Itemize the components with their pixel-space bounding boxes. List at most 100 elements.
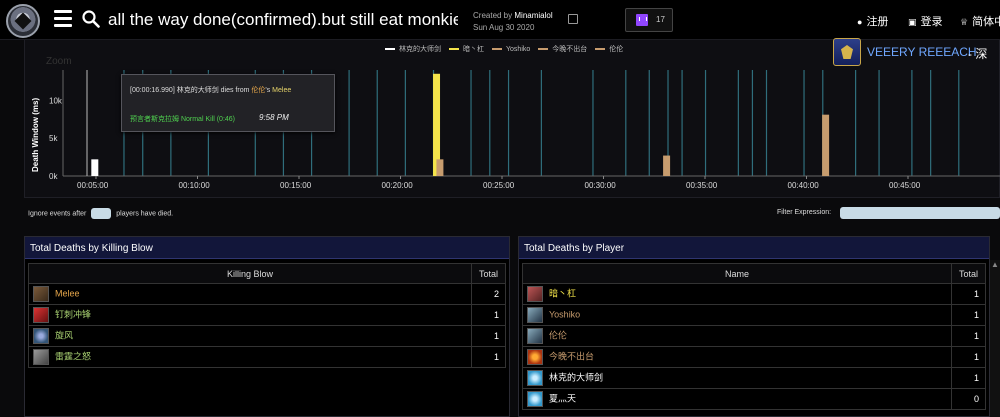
col-total[interactable]: Total: [471, 263, 506, 284]
player-row[interactable]: 暗丶杠 1: [522, 283, 986, 305]
search-icon[interactable]: [82, 10, 100, 28]
row-name-cell[interactable]: 今晚不出台: [522, 346, 952, 368]
report-title-search[interactable]: all the way done(confirmed).but still ea…: [108, 10, 458, 29]
created-by-user[interactable]: Minamialol: [514, 11, 553, 20]
row-total: 1: [951, 283, 986, 305]
y-tick-label: 0k: [49, 172, 58, 181]
player-row[interactable]: 今晚不出台 1: [522, 346, 986, 368]
ignore-events-row: Ignore events after players have died.: [28, 208, 173, 219]
row-total: 1: [471, 304, 506, 326]
row-name[interactable]: 旋风: [55, 330, 74, 341]
player-row[interactable]: 林克的大师剑 1: [522, 367, 986, 389]
twitch-button[interactable]: 17: [625, 8, 673, 32]
player-row[interactable]: 夏灬天 0: [522, 388, 986, 410]
killing-blow-panel: Total Deaths by Killing Blow Killing Blo…: [24, 236, 510, 417]
killing-blow-row[interactable]: 旋风 1: [28, 325, 506, 347]
filter-expression-label: Filter Expression:: [777, 209, 832, 216]
row-total: 1: [951, 346, 986, 368]
chart-canvas[interactable]: 0k 5k 10k Death Window (ms) 00:05:00 00:10:00…: [25, 40, 1000, 198]
legend-item[interactable]: 林克的大师剑: [385, 44, 441, 54]
row-name-cell[interactable]: 伦伦: [522, 325, 952, 347]
chart-legend: 林克的大师剑 暗丶杠 Yoshiko 今晚不出台 伦伦: [385, 44, 631, 54]
row-name-cell[interactable]: 夏灬天: [522, 388, 952, 410]
row-total: 1: [951, 367, 986, 389]
register-link[interactable]: ● 注册: [857, 13, 888, 29]
scroll-up-icon[interactable]: ▲: [991, 260, 999, 269]
x-tick-label: 00:30:00: [585, 181, 617, 190]
death-bar: [91, 159, 99, 176]
col-name[interactable]: Name: [522, 263, 952, 284]
row-name[interactable]: 暗丶杠: [549, 288, 577, 299]
melee-icon: [33, 286, 49, 302]
created-by-label: Created by: [473, 11, 513, 20]
row-name-cell[interactable]: 林克的大师剑: [522, 367, 952, 389]
x-tick-label: 00:45:00: [889, 181, 921, 190]
copy-link-icon[interactable]: [568, 14, 578, 24]
created-info: Created by Minamialol Sun Aug 30 2020: [473, 10, 553, 34]
legend-item[interactable]: 伦伦: [595, 44, 623, 54]
legend-item[interactable]: 暗丶杠: [449, 44, 484, 54]
tooltip-prefix: [00:00:16.990] 林克的大师剑 dies from: [130, 87, 252, 94]
death-bar: [433, 73, 441, 176]
login-icon: ▣: [908, 17, 917, 27]
player-deaths-panel-title: Total Deaths by Player: [519, 237, 989, 259]
row-name[interactable]: 夏灬天: [549, 393, 577, 404]
legend-label: 暗丶杠: [463, 46, 484, 53]
ignore-suffix: players have died.: [116, 210, 174, 218]
row-name[interactable]: 雷霆之怒: [55, 351, 92, 362]
row-name[interactable]: 今晚不出台: [549, 351, 595, 362]
killing-blow-row[interactable]: Melee 2: [28, 283, 506, 305]
x-tick-label: 00:20:00: [382, 181, 414, 190]
tooltip-fight: 预言者斯克拉姆 Normal Kill (0:46): [130, 116, 236, 123]
row-name-cell[interactable]: Yoshiko: [522, 304, 952, 326]
frost-icon: [527, 370, 543, 386]
zoom-label[interactable]: Zoom: [46, 56, 72, 67]
legend-swatch: [595, 48, 606, 51]
death-bar: [663, 155, 671, 176]
page-scrollbar[interactable]: ▲: [990, 260, 1000, 417]
row-name-cell[interactable]: Melee: [28, 283, 472, 305]
player-row[interactable]: Yoshiko 1: [522, 304, 986, 326]
twitch-count: 17: [656, 15, 665, 24]
login-label: 登录: [920, 16, 943, 28]
death-bar: [822, 114, 830, 176]
player-deaths-panel: Total Deaths by Player Name Total 暗丶杠 1 Yo…: [518, 236, 990, 417]
col-total[interactable]: Total: [951, 263, 986, 284]
translate-icon: ♕: [960, 17, 969, 27]
killing-blow-row[interactable]: 钉刺冲锋 1: [28, 304, 506, 326]
language-selector[interactable]: ♕ 简体中: [960, 13, 1000, 29]
killing-blow-row[interactable]: 雷霆之怒 1: [28, 346, 506, 368]
legend-swatch: [385, 48, 395, 51]
boss-icon: [833, 38, 861, 66]
frost-icon: [527, 391, 543, 407]
row-name[interactable]: 伦伦: [549, 330, 568, 341]
row-name[interactable]: Yoshiko: [549, 309, 581, 320]
player-row[interactable]: 伦伦 1: [522, 325, 986, 347]
legend-item[interactable]: 今晚不出台: [538, 44, 587, 54]
boss-name[interactable]: VEEERY REEEACH: [867, 45, 977, 59]
filter-expression-input[interactable]: [840, 207, 1000, 219]
y-tick-label: 10k: [49, 96, 63, 105]
created-date: Sun Aug 30 2020: [473, 23, 535, 32]
login-link[interactable]: ▣ 登录: [908, 13, 943, 29]
row-name-cell[interactable]: 暗丶杠: [522, 283, 952, 305]
legend-item[interactable]: Yoshiko: [492, 46, 530, 53]
language-label: 简体中: [972, 16, 1000, 28]
x-tick-label: 00:15:00: [280, 181, 312, 190]
hamburger-menu-icon[interactable]: [54, 10, 72, 28]
chart-tooltip: [00:00:16.990] 林克的大师剑 dies from 伦伦's Mel…: [121, 74, 335, 132]
x-tick-label: 00:10:00: [179, 181, 211, 190]
row-total: 1: [951, 325, 986, 347]
ignore-count-input[interactable]: [91, 208, 112, 219]
row-name-cell[interactable]: 钉刺冲锋: [28, 304, 472, 326]
site-logo[interactable]: [6, 4, 40, 38]
row-total: 0: [951, 388, 986, 410]
row-name[interactable]: 林克的大师剑: [549, 372, 604, 383]
row-name-cell[interactable]: 雷霆之怒: [28, 346, 472, 368]
row-name[interactable]: Melee: [55, 288, 80, 299]
col-killing-blow[interactable]: Killing Blow: [28, 263, 472, 284]
row-name[interactable]: 钉刺冲锋: [55, 309, 92, 320]
row-name-cell[interactable]: 旋风: [28, 325, 472, 347]
fire-icon: [527, 349, 543, 365]
whirlwind-icon: [33, 328, 49, 344]
